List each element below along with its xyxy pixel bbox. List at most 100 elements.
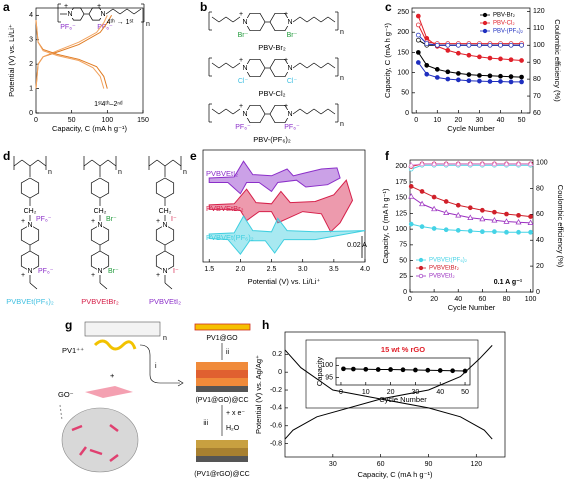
y2-tick-label: 60 bbox=[533, 110, 541, 117]
structure-label: N bbox=[162, 268, 167, 275]
x-axis-label: Potential (V) vs. Li/Li⁺ bbox=[248, 277, 321, 286]
y-tick-label: 1 bbox=[29, 85, 33, 92]
stack-layer bbox=[196, 362, 248, 370]
data-marker bbox=[455, 202, 461, 208]
data-marker bbox=[408, 221, 414, 227]
bond bbox=[218, 16, 227, 23]
atom-bg bbox=[242, 64, 248, 72]
data-marker bbox=[443, 227, 449, 233]
x-axis-label: Cycle Number bbox=[447, 124, 495, 133]
legend-label: PVBVEtI₂ bbox=[429, 274, 455, 280]
data-marker bbox=[491, 217, 498, 223]
structure-label: PBV-(PF₆)₂ bbox=[253, 135, 291, 144]
y-tick-label: 100 bbox=[395, 226, 407, 233]
x-tick-label: 20 bbox=[387, 389, 395, 396]
structure-label: CH₂ bbox=[159, 208, 172, 215]
scheme-label: n bbox=[163, 335, 167, 342]
stack-layer bbox=[196, 456, 248, 462]
bond bbox=[232, 108, 241, 115]
series-label: PVBVEtI₂ bbox=[206, 169, 238, 178]
bond bbox=[306, 16, 315, 23]
y-tick-label: 150 bbox=[397, 49, 409, 56]
series-line bbox=[284, 345, 493, 440]
structure-label: + bbox=[239, 11, 243, 18]
y-tick-label: 50 bbox=[401, 90, 409, 97]
structure-label: n bbox=[183, 169, 187, 176]
scheme-label: iii bbox=[203, 420, 208, 427]
structure-label: N bbox=[287, 19, 292, 26]
atom-bg bbox=[287, 64, 293, 72]
y-tick-label: -0.8 bbox=[270, 440, 282, 447]
y-tick-label: 100 bbox=[397, 69, 409, 76]
data-marker bbox=[487, 55, 493, 61]
legend-label: PVBVEtBr₂ bbox=[429, 266, 460, 272]
plot-frame bbox=[411, 7, 531, 114]
x-tick-label: 2.0 bbox=[236, 266, 246, 273]
ring bbox=[20, 177, 40, 199]
atom-bg bbox=[27, 221, 33, 229]
data-marker bbox=[434, 42, 440, 48]
x-tick-label: 30 bbox=[412, 389, 420, 396]
series-line bbox=[208, 215, 366, 256]
y-tick-label: 200 bbox=[395, 163, 407, 170]
structure-label: I⁻ bbox=[173, 268, 179, 275]
structure-label: + bbox=[284, 11, 288, 18]
bond bbox=[306, 108, 315, 115]
x-tick-label: 2.5 bbox=[267, 266, 277, 273]
bond bbox=[225, 16, 234, 23]
data-marker bbox=[519, 42, 524, 48]
structure-label: PF₆⁻ bbox=[36, 216, 52, 223]
structure-label: + bbox=[156, 272, 160, 279]
ring bbox=[90, 177, 110, 199]
data-marker bbox=[467, 214, 474, 220]
data-marker bbox=[431, 226, 437, 231]
x-tick-label: 40 bbox=[497, 117, 505, 124]
bond bbox=[306, 62, 315, 69]
data-marker bbox=[492, 229, 497, 235]
data-marker bbox=[456, 42, 461, 48]
bond bbox=[126, 8, 135, 15]
data-marker bbox=[351, 366, 356, 372]
structure-label: + bbox=[284, 57, 288, 64]
plot-frame bbox=[335, 357, 471, 386]
data-marker bbox=[504, 229, 509, 235]
scheme-label: GO⁻ bbox=[58, 390, 74, 399]
annotation: 4ᵗʰ → 1ˢᵗ bbox=[107, 19, 134, 26]
data-marker bbox=[445, 48, 451, 53]
bond bbox=[164, 282, 173, 290]
bond bbox=[91, 159, 101, 167]
x-axis-label: Cycle Number bbox=[379, 395, 427, 404]
x-tick-label: 0 bbox=[339, 389, 343, 396]
y2-tick-label: 0 bbox=[536, 289, 540, 296]
stack-layer bbox=[196, 370, 248, 378]
arrow-head bbox=[177, 379, 184, 387]
atom-bg bbox=[242, 110, 248, 118]
ring bbox=[20, 250, 40, 272]
bond bbox=[119, 8, 128, 15]
y-tick-label: 0 bbox=[29, 110, 33, 117]
bond bbox=[211, 108, 220, 115]
bond bbox=[225, 108, 234, 115]
bond bbox=[211, 16, 220, 23]
data-marker bbox=[400, 367, 406, 373]
data-marker bbox=[443, 199, 449, 204]
y-tick-label: 0.2 bbox=[272, 351, 282, 358]
y2-tick-label: 40 bbox=[536, 237, 544, 244]
data-marker bbox=[467, 228, 473, 234]
ring bbox=[269, 12, 291, 32]
bond bbox=[156, 159, 166, 167]
data-marker bbox=[477, 73, 482, 78]
x-tick-label: 60 bbox=[478, 296, 486, 303]
bond bbox=[29, 282, 38, 290]
data-marker bbox=[455, 211, 462, 218]
y-tick-label: 200 bbox=[397, 29, 409, 36]
legend-marker bbox=[418, 273, 424, 279]
structure-label: PF₆⁻ bbox=[235, 124, 251, 131]
data-marker bbox=[462, 368, 468, 374]
bond bbox=[292, 62, 301, 69]
structure-label: N bbox=[242, 111, 247, 118]
x-tick-label: 40 bbox=[454, 296, 462, 303]
data-marker bbox=[508, 42, 514, 48]
legend-label: PBV-Cl₂ bbox=[493, 21, 515, 27]
data-marker bbox=[415, 22, 421, 28]
